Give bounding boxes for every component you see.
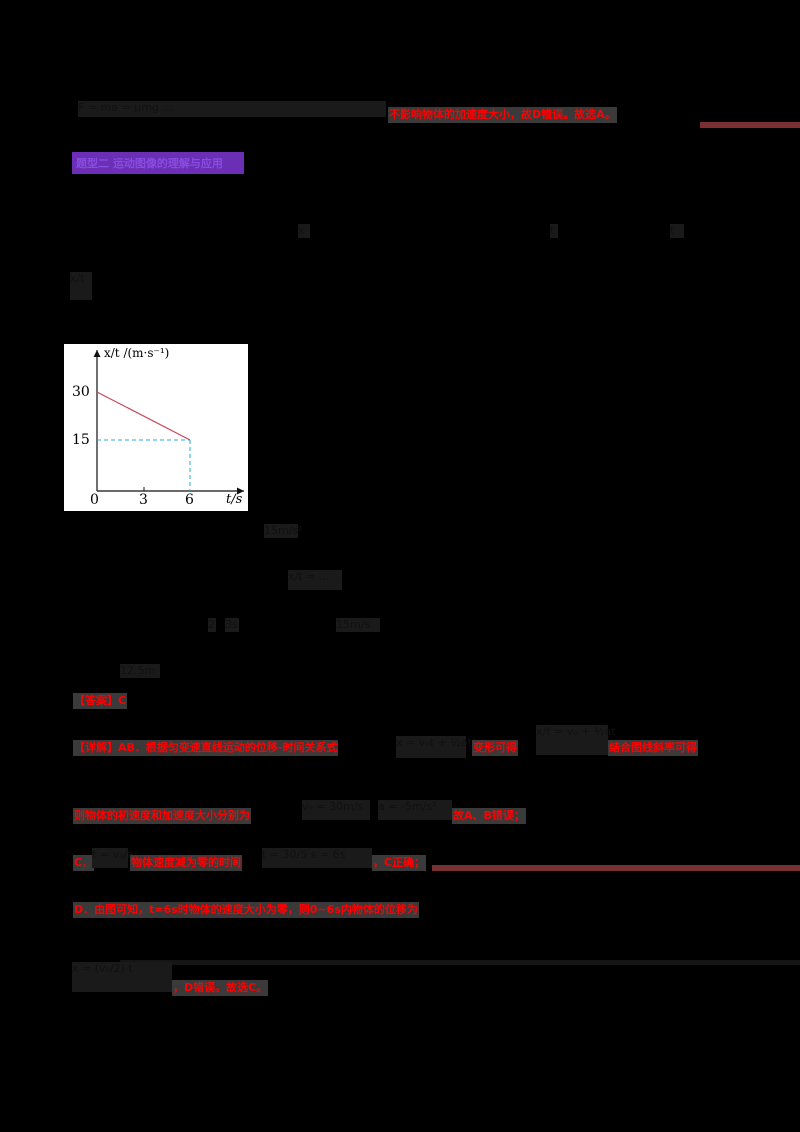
- chart-svg: [93, 350, 244, 495]
- x-axis-label: t/s: [226, 492, 243, 507]
- detail-mid: 变形可得: [472, 740, 518, 756]
- option-c-fragment: 2: [208, 618, 216, 632]
- xt-t-chart: 30 15 0 3 6 t/s x/t /(m·s⁻¹): [64, 344, 248, 511]
- line2-formula-v0: v₀ = 30m/s: [302, 800, 370, 820]
- line5-end: ，D错误。故选C。: [172, 980, 269, 996]
- section-heading: 题型二 运动图像的理解与应用: [72, 152, 244, 174]
- detail-prefix: 【详解】AB．根据匀变速直线运动的位移-时间关系式: [73, 740, 339, 756]
- formula-velocity-ratio: x/t = v₀ + ½at: [536, 725, 616, 755]
- x-tick-0: 0: [90, 492, 99, 508]
- line3-prefix: C．: [73, 855, 95, 871]
- line3-formula-time: t = 30/5 s = 6s: [262, 848, 372, 868]
- option-d-value: 12.5m: [120, 664, 160, 678]
- option-c-speed: 15m/s: [336, 618, 380, 632]
- question-fragment: t: [550, 224, 558, 238]
- detail-end: 结合图线斜率可得: [608, 740, 698, 756]
- line3-mid: 物体速度减为零的时间: [130, 855, 242, 871]
- line4-text: D．由图可知，t=6s时物体的速度大小为零，则0~6s内物体的位移为: [73, 902, 419, 918]
- question-fragment: t: [670, 224, 684, 238]
- question-fragment: x: [298, 224, 310, 238]
- line3-formula-t: t = v₀/a: [92, 848, 134, 868]
- line2-formula-a: a = -5m/s²: [378, 800, 452, 820]
- line2-end: 故A、B错误；: [452, 808, 526, 824]
- answer-label: 【答案】C: [73, 693, 128, 709]
- underline-rule: [700, 122, 800, 128]
- line2-prefix: 则物体的初速度和加速度大小分别为: [73, 808, 251, 824]
- question-fraction: x/t: [70, 272, 92, 300]
- divider-rule: [120, 960, 800, 965]
- option-b-formula: x/t = …: [288, 570, 342, 590]
- line3-end: ，C正确；: [372, 855, 427, 871]
- y-tick-15: 15: [72, 432, 90, 448]
- formula-fragment: F = ma = μmg …: [78, 101, 386, 117]
- formula-displacement: x = v₀t + ½at²: [396, 736, 476, 758]
- data-line: [96, 391, 191, 441]
- x-tick-3: 3: [139, 492, 148, 508]
- conclusion-text: 不影响物体的加速度大小，故D错误。故选A。: [388, 107, 617, 123]
- option-a-value: 15m/s²: [264, 524, 303, 538]
- y-axis-label: x/t /(m·s⁻¹): [104, 346, 170, 360]
- x-tick-6: 6: [185, 492, 194, 508]
- underline-rule: [432, 865, 800, 871]
- y-tick-30: 30: [72, 384, 90, 400]
- line5-formula: x = (v₀/2)·t: [72, 962, 172, 992]
- option-c-time: 3s: [225, 618, 239, 632]
